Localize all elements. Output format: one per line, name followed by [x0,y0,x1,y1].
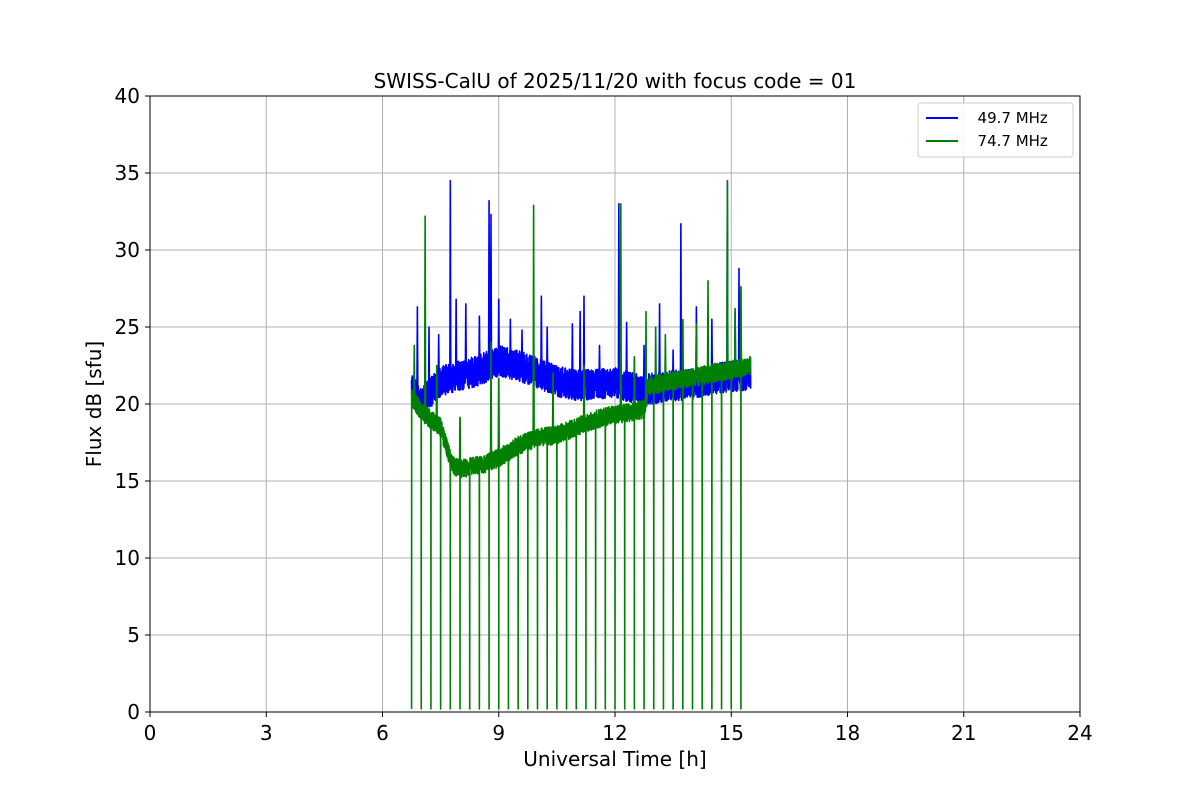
x-tick-label-5: 15 [719,721,744,745]
y-tick-label-5: 25 [115,315,140,339]
y-tick-label-3: 15 [115,469,140,493]
x-tick-label-4: 12 [602,721,627,745]
y-tick-label-4: 20 [115,392,140,416]
y-axis-label: Flux dB [sfu] [82,341,106,467]
x-axis-label: Universal Time [h] [523,747,706,771]
x-tick-label-7: 21 [951,721,976,745]
series-group [410,179,752,710]
y-tick-label-1: 5 [127,623,140,647]
x-tick-label-1: 3 [260,721,273,745]
y-tick-label-7: 35 [115,161,140,185]
x-tick-label-0: 0 [144,721,157,745]
chart-title: SWISS-CalU of 2025/11/20 with focus code… [374,69,857,93]
legend: 49.7 MHz 74.7 MHz [917,102,1074,158]
legend-label-49-7mhz: 49.7 MHz [968,109,1048,127]
y-tick-label-0: 0 [127,700,140,724]
y-tick-label-6: 30 [115,238,140,262]
legend-box [917,102,1074,158]
legend-label-74-7mhz: 74.7 MHz [968,132,1048,150]
x-tick-label-6: 18 [835,721,860,745]
x-tick-label-8: 24 [1067,721,1092,745]
x-axis-ticks: 0 3 6 9 12 15 18 21 24 [144,712,1093,745]
y-tick-label-2: 10 [115,546,140,570]
series-line-74-7-mhz [410,179,752,710]
x-tick-label-2: 6 [376,721,389,745]
y-tick-label-8: 40 [115,84,140,108]
y-axis-ticks: 0 5 10 15 20 25 30 35 40 [115,84,150,724]
plot-area: 0 3 6 9 12 15 18 21 24 0 5 10 15 20 25 30 35 40 [115,84,1093,745]
x-tick-label-3: 9 [492,721,505,745]
